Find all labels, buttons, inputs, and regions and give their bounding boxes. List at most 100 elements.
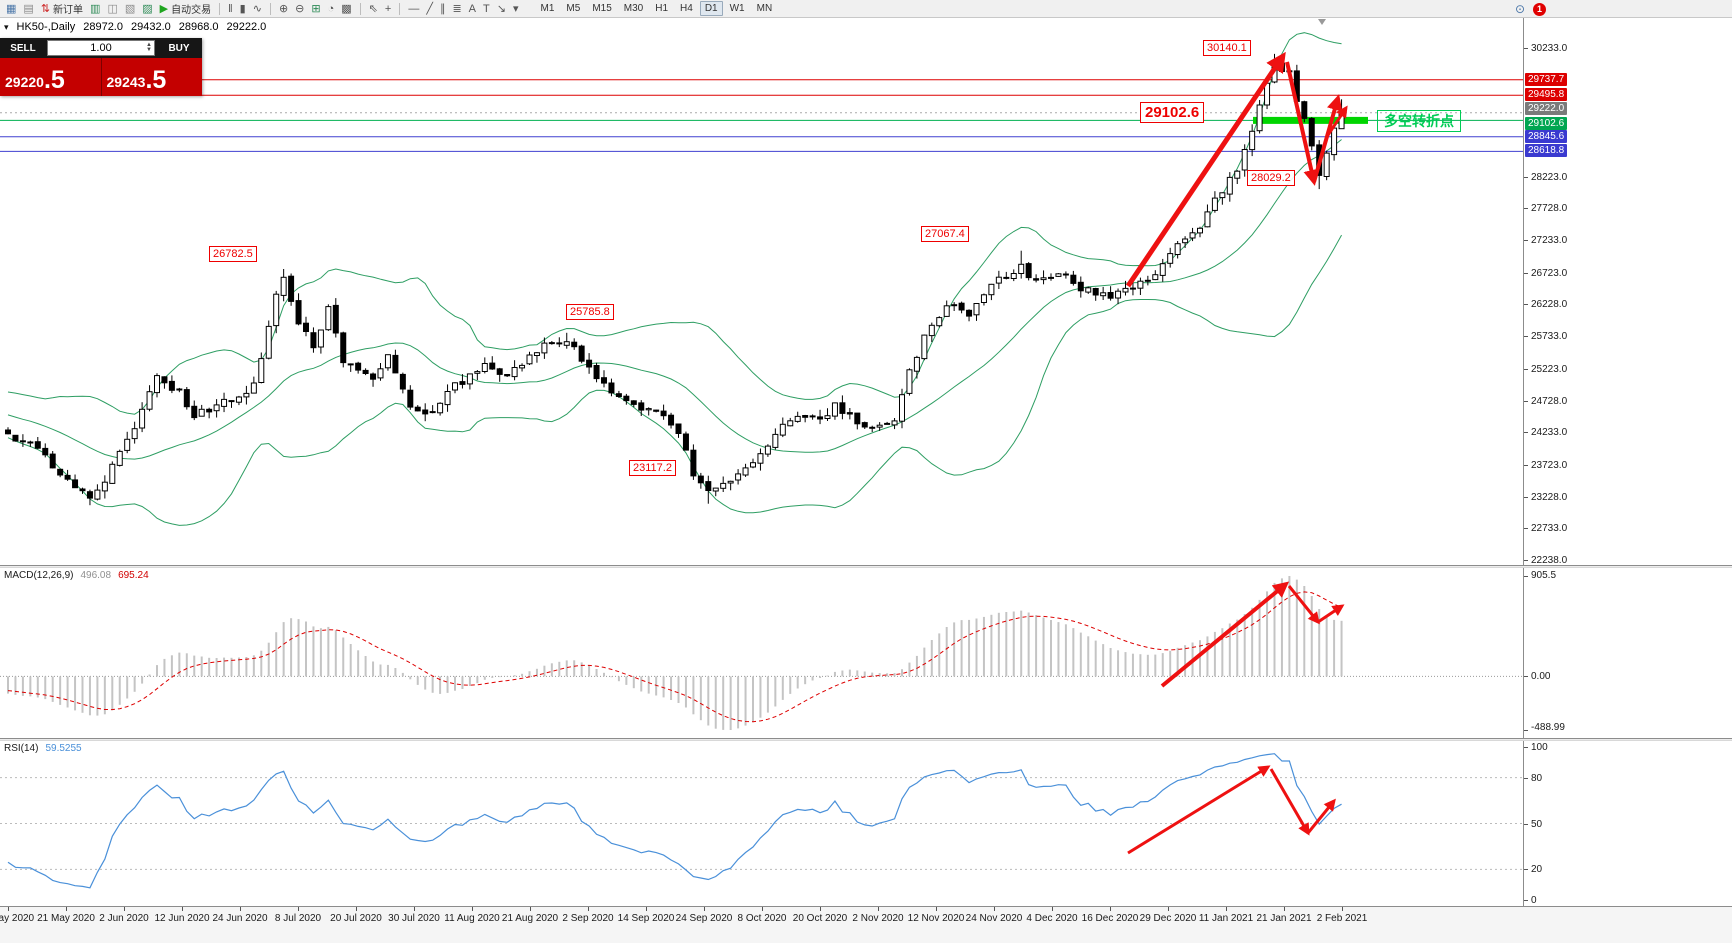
price-scale-label: 30233.0 bbox=[1531, 43, 1568, 54]
navigator-button[interactable]: ▧ bbox=[122, 1, 138, 17]
timeframe-MN[interactable]: MN bbox=[752, 1, 778, 16]
price-scale-label: 22238.0 bbox=[1531, 555, 1568, 566]
price-scale-label: 24233.0 bbox=[1531, 427, 1568, 439]
timeframe-M15[interactable]: M15 bbox=[587, 1, 616, 16]
toolbar-buttons: ▦ ▤ ⇅ 新订单 ▥ ◫ ▧ ▨ ▶ 自动交易 ‖ ▮ ∿ ⊕ ⊖ ⊞ ◔ ▩ ⇖ + — ╱ ∥ ≣ A T ↘ ▾ bbox=[3, 1, 522, 17]
price-scale-label: 28223.0 bbox=[1531, 171, 1568, 183]
crosshair-button[interactable]: + bbox=[382, 1, 394, 17]
scale-tick bbox=[1524, 464, 1528, 466]
arrows-dropdown[interactable]: ▾ bbox=[510, 1, 522, 17]
terminal-button[interactable]: ▨ bbox=[139, 1, 155, 17]
channel-button[interactable]: ∥ bbox=[437, 1, 449, 17]
hline-button[interactable]: — bbox=[405, 1, 422, 17]
date-tick bbox=[994, 907, 995, 911]
volume-down-button[interactable]: ▼ bbox=[146, 47, 152, 53]
timeframe-D1[interactable]: D1 bbox=[699, 1, 723, 16]
date-tick bbox=[1284, 907, 1285, 911]
panel-separator[interactable] bbox=[0, 565, 1732, 568]
arrows-tool-button[interactable]: ↘ bbox=[494, 1, 509, 17]
periods-button[interactable]: ◔ bbox=[325, 1, 338, 17]
trendline-button[interactable]: ╱ bbox=[423, 1, 436, 17]
scale-tick bbox=[1524, 304, 1528, 306]
date-label: 11 Jan 2021 bbox=[1198, 913, 1254, 924]
volume-input[interactable]: 1.00 ▲ ▼ bbox=[47, 40, 155, 56]
price-marker: 29222.0 bbox=[1525, 101, 1568, 115]
rsi-value: 59.5255 bbox=[45, 743, 82, 754]
buy-button[interactable]: 29243.5 bbox=[102, 58, 203, 96]
periods-icon: ◔ bbox=[327, 2, 335, 15]
symbol-period-label: HK50-,Daily bbox=[16, 21, 76, 33]
date-label: 2 Jun 2020 bbox=[99, 913, 149, 924]
date-label: 14 Sep 2020 bbox=[617, 913, 675, 924]
date-tick bbox=[298, 907, 299, 911]
sell-price-frac: .5 bbox=[43, 66, 65, 94]
macd-main-value: 496.08 bbox=[80, 570, 112, 581]
price-scale[interactable]: 30233.0 28223.0 27728.0 27233.0 26723.0 26228… bbox=[1523, 18, 1732, 906]
candles-mode-button[interactable]: ▮ bbox=[237, 1, 249, 17]
scale-tick bbox=[1524, 823, 1528, 825]
line-mode-button[interactable]: ∿ bbox=[250, 1, 265, 17]
scale-tick bbox=[1524, 496, 1528, 498]
price-scale-label: -488.99 bbox=[1531, 722, 1565, 733]
ohlc-open: 28972.0 bbox=[83, 21, 123, 33]
indicators-button[interactable]: ⊞ bbox=[308, 1, 323, 17]
timeframe-bar: M1 M5 M15 M30 H1 H4 D1 W1 MN bbox=[536, 1, 778, 16]
date-label: 24 Nov 2020 bbox=[965, 913, 1023, 924]
zoom-out-button[interactable]: ⊖ bbox=[292, 1, 307, 17]
macd-name: MACD(12,26,9) bbox=[4, 570, 74, 581]
panel-separator[interactable] bbox=[0, 738, 1732, 741]
price-scale-label: 23723.0 bbox=[1531, 459, 1568, 471]
date-tick bbox=[1226, 907, 1227, 911]
ohlc-low: 28968.0 bbox=[178, 21, 219, 33]
notification-badge[interactable]: 1 bbox=[1533, 2, 1547, 16]
sell-label: SELL bbox=[10, 42, 36, 54]
price-scale-label: 0.00 bbox=[1531, 671, 1551, 683]
timeframe-M30[interactable]: M30 bbox=[619, 1, 648, 16]
zoom-in-button[interactable]: ⊕ bbox=[276, 1, 291, 17]
date-label: 8 Oct 2020 bbox=[737, 913, 787, 924]
market-watch-button[interactable]: ▥ bbox=[87, 1, 103, 17]
new-order-icon: ⇅ bbox=[40, 2, 51, 15]
scale-tick bbox=[1524, 240, 1528, 242]
toolbar-separator bbox=[269, 2, 271, 15]
date-label: 11 Aug 2020 bbox=[444, 913, 500, 924]
date-tick bbox=[182, 907, 183, 911]
text-button[interactable]: A bbox=[466, 1, 479, 17]
auto-trading-button[interactable]: ▶ 自动交易 bbox=[157, 1, 214, 17]
price-marker: 29102.6 bbox=[1525, 117, 1568, 131]
data-window-icon: ◫ bbox=[107, 2, 118, 15]
new-chart-button[interactable]: ▦ bbox=[3, 1, 19, 17]
buy-label: BUY bbox=[168, 42, 190, 54]
timeframe-H4[interactable]: H4 bbox=[675, 1, 698, 16]
one-click-collapse-icon[interactable]: ▾ bbox=[4, 21, 9, 32]
date-label: 2 Sep 2020 bbox=[562, 913, 614, 924]
cursor-button[interactable]: ⇖ bbox=[366, 1, 381, 17]
price-scale-label: 80 bbox=[1531, 772, 1543, 784]
profiles-button[interactable]: ▤ bbox=[20, 1, 36, 17]
date-label: 21 Jan 2021 bbox=[1256, 913, 1312, 924]
label-button[interactable]: T bbox=[480, 1, 493, 17]
timeframe-H1[interactable]: H1 bbox=[650, 1, 673, 16]
fibonacci-button[interactable]: ≣ bbox=[449, 1, 464, 17]
date-tick bbox=[530, 907, 531, 911]
scale-tick bbox=[1524, 48, 1528, 49]
indicators-icon: ⊞ bbox=[311, 2, 321, 15]
date-label: 8 Jul 2020 bbox=[274, 913, 322, 924]
templates-button[interactable]: ▩ bbox=[338, 1, 354, 17]
sell-button[interactable]: 29220.5 bbox=[0, 58, 102, 96]
timeframe-W1[interactable]: W1 bbox=[725, 1, 750, 16]
search-icon[interactable]: ⊙ bbox=[1515, 2, 1526, 16]
bars-mode-icon: ‖ bbox=[228, 2, 233, 15]
data-window-button[interactable]: ◫ bbox=[104, 1, 120, 17]
scale-tick bbox=[1524, 777, 1528, 779]
new-order-button[interactable]: ⇅ 新订单 bbox=[38, 1, 86, 17]
volume-up-button[interactable]: ▲ bbox=[146, 42, 152, 48]
buy-price-frac: .5 bbox=[145, 66, 167, 94]
price-scale-label: 22733.0 bbox=[1531, 523, 1568, 535]
timeframe-M5[interactable]: M5 bbox=[561, 1, 585, 16]
timeframe-M1[interactable]: M1 bbox=[536, 1, 560, 16]
autotrade-play-icon: ▶ bbox=[159, 2, 169, 15]
bars-mode-button[interactable]: ‖ bbox=[225, 1, 236, 17]
macd-signal-value: 695.24 bbox=[118, 570, 149, 581]
